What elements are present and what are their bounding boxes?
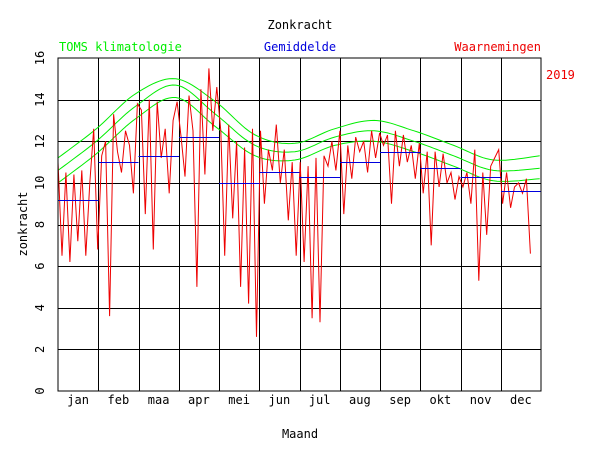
y-tick-label: 10 <box>33 176 47 190</box>
y-tick-label: 6 <box>33 263 47 270</box>
y-tick-label: 12 <box>33 134 47 148</box>
x-tick-label: dec <box>510 393 532 407</box>
y-tick-label: 2 <box>33 346 47 353</box>
x-tick-label: feb <box>108 393 130 407</box>
tick-labels: 0 2 4 6 8 10 12 14 16 jan feb maa apr mei jun jul aug sep… <box>33 51 532 407</box>
x-tick-label: sep <box>389 393 411 407</box>
legend-observations: Waarnemingen <box>454 40 541 54</box>
x-tick-label: mei <box>228 393 250 407</box>
y-tick-label: 4 <box>33 304 47 311</box>
legend-averages: Gemiddelde <box>264 40 336 54</box>
x-tick-label: maa <box>148 393 170 407</box>
y-tick-label: 8 <box>33 221 47 228</box>
climatology-curve-lower <box>57 97 540 184</box>
observations-line <box>57 68 531 337</box>
y-tick-label: 0 <box>33 387 47 394</box>
y-tick-label: 16 <box>33 51 47 65</box>
x-tick-label: okt <box>430 393 452 407</box>
x-tick-label: nov <box>470 393 492 407</box>
legend-climatology: TOMS klimatologie <box>59 40 182 54</box>
plot-area <box>57 68 541 337</box>
chart-title: Zonkracht <box>267 18 332 32</box>
x-tick-label: apr <box>188 393 210 407</box>
x-tick-label: jun <box>269 393 291 407</box>
x-tick-label: aug <box>349 393 371 407</box>
y-axis-title: zonkracht <box>16 191 30 256</box>
climatology-curve-upper <box>57 78 540 161</box>
grid <box>58 58 541 391</box>
x-tick-label: jul <box>309 393 331 407</box>
plot-frame <box>57 57 542 392</box>
y-tick-label: 14 <box>33 92 47 106</box>
climatology-curve-mid <box>57 84 540 172</box>
year-label: 2019 <box>546 68 575 82</box>
x-tick-label: jan <box>67 393 89 407</box>
x-axis-title: Maand <box>282 427 318 441</box>
